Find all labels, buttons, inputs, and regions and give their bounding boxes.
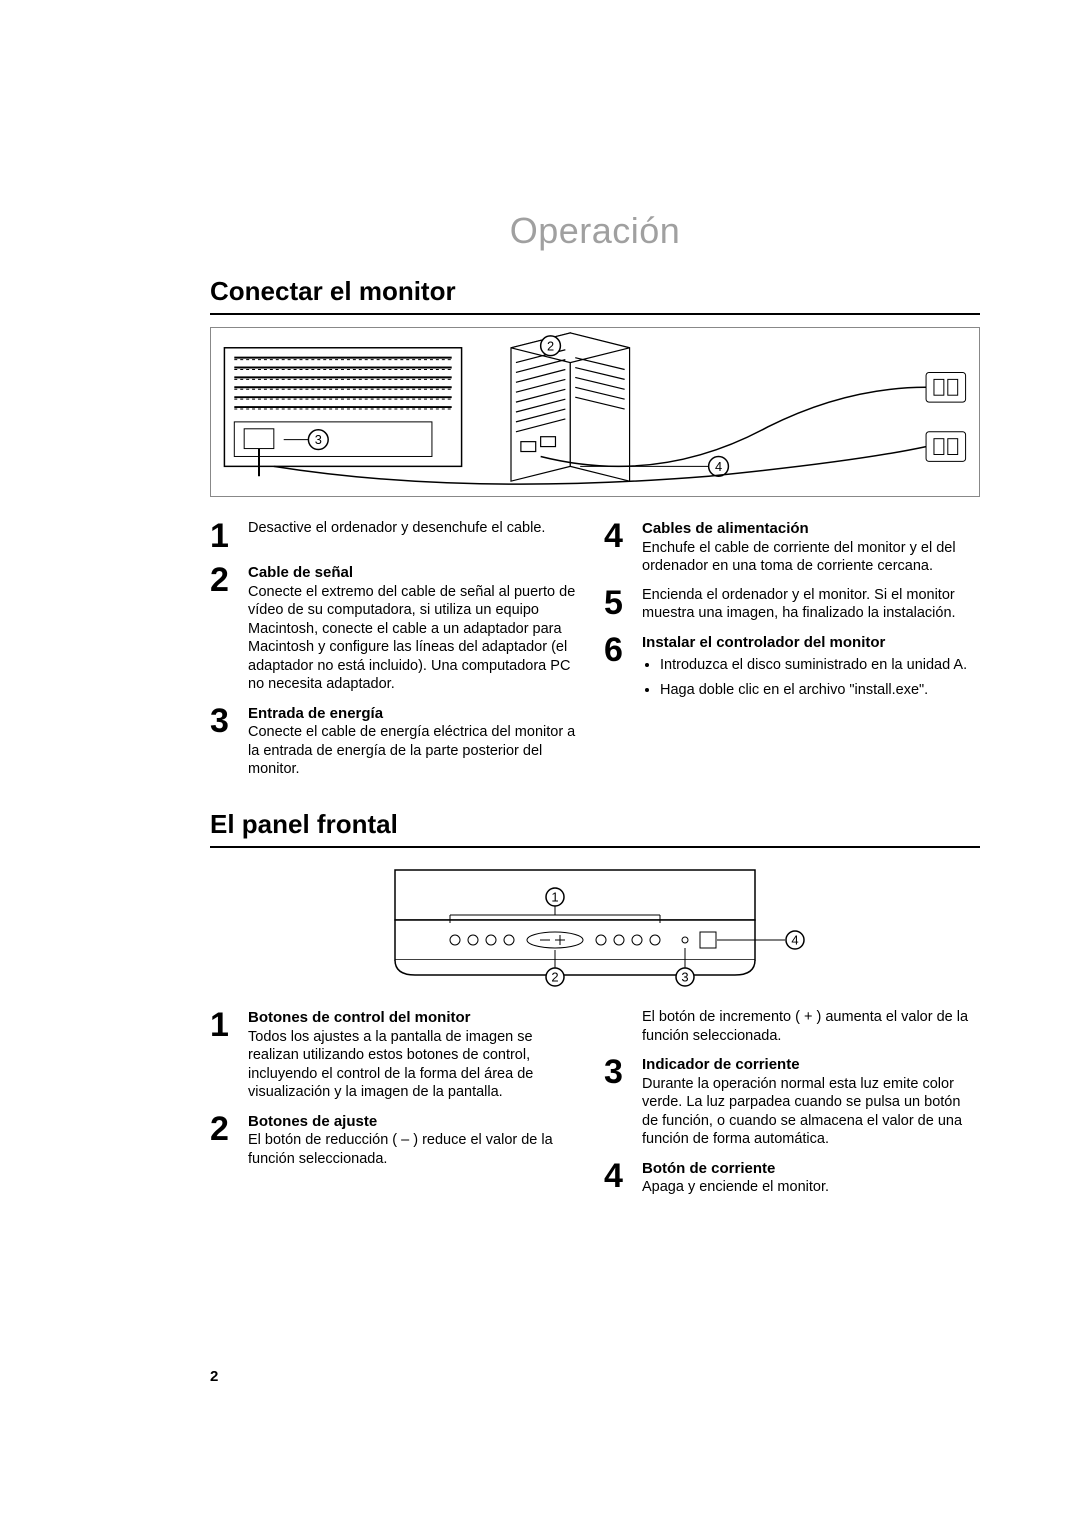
step-text: El botón de incremento ( + ) aumenta el …: [642, 1008, 980, 1045]
step-title: Botones de ajuste: [248, 1113, 377, 1130]
fp-item-1: 1 Botones de control del monitor Todos l…: [210, 1008, 586, 1102]
step-text: Durante la operación normal esta luz emi…: [642, 1076, 962, 1148]
rule: [210, 313, 980, 315]
fp-item-4: 4 Botón de corriente Apaga y enciende el…: [604, 1159, 980, 1197]
step-number: 3: [604, 1055, 632, 1149]
callout-4: 4: [715, 459, 722, 474]
section-title: Operación: [210, 210, 980, 252]
step-6: 6 Instalar el controlador del monitor In…: [604, 633, 980, 706]
step-number: 4: [604, 519, 632, 576]
fp-callout-4: 4: [791, 933, 798, 948]
step-2: 2 Cable de señal Conecte el extremo del …: [210, 563, 586, 694]
step-title: Cables de alimentación: [642, 520, 809, 537]
step-number: 1: [210, 519, 238, 553]
step-title: Instalar el controlador del monitor: [642, 634, 885, 651]
step-number: 2: [210, 563, 238, 694]
step-text: Enchufe el cable de corriente del monito…: [642, 540, 956, 575]
subsection-front-title: El panel frontal: [210, 809, 980, 840]
fp-item-3: 3 Indicador de corriente Durante la oper…: [604, 1055, 980, 1149]
step-title: Botón de corriente: [642, 1160, 775, 1177]
step-number: 2: [210, 1112, 238, 1169]
step-3: 3 Entrada de energía Conecte el cable de…: [210, 704, 586, 779]
step-text: Conecte el cable de energía eléctrica de…: [248, 724, 575, 777]
step-title: Cable de señal: [248, 564, 353, 581]
step-4: 4 Cables de alimentación Enchufe el cabl…: [604, 519, 980, 576]
step-bullet: Haga doble clic en el archivo "install.e…: [660, 681, 967, 700]
step-title: Entrada de energía: [248, 705, 383, 722]
fp-lead: 0 El botón de incremento ( + ) aumenta e…: [604, 1008, 980, 1045]
callout-3: 3: [315, 432, 322, 447]
step-title: Botones de control del monitor: [248, 1009, 471, 1026]
step-text: Desactive el ordenador y desenchufe el c…: [248, 519, 545, 553]
connection-diagram: 3: [210, 327, 980, 497]
step-1: 1 Desactive el ordenador y desenchufe el…: [210, 519, 586, 553]
callout-2: 2: [547, 338, 554, 353]
step-text: Encienda el ordenador y el monitor. Si e…: [642, 586, 980, 623]
step-number: 3: [210, 704, 238, 779]
step-title: Indicador de corriente: [642, 1056, 800, 1073]
step-text: Apaga y enciende el monitor.: [642, 1179, 829, 1195]
rule: [210, 846, 980, 848]
fp-callout-3: 3: [681, 970, 688, 985]
step-number: 5: [604, 586, 632, 623]
step-bullet: Introduzca el disco suministrado en la u…: [660, 656, 967, 675]
step-5: 5 Encienda el ordenador y el monitor. Si…: [604, 586, 980, 623]
step-number: 4: [604, 1159, 632, 1197]
fp-callout-1: 1: [551, 890, 558, 905]
step-text: Todos los ajustes a la pantalla de image…: [248, 1029, 533, 1101]
step-number: 6: [604, 633, 632, 706]
step-text: El botón de reducción ( – ) reduce el va…: [248, 1132, 553, 1167]
step-number: 1: [210, 1008, 238, 1102]
subsection-connect-title: Conectar el monitor: [210, 276, 980, 307]
front-panel-items: 1 Botones de control del monitor Todos l…: [210, 1008, 980, 1207]
fp-callout-2: 2: [551, 970, 558, 985]
connect-steps: 1 Desactive el ordenador y desenchufe el…: [210, 519, 980, 789]
front-panel-diagram: 1 2 3 4: [355, 860, 835, 990]
manual-page: Operación Conectar el monitor: [0, 0, 1080, 1267]
fp-item-2: 2 Botones de ajuste El botón de reducció…: [210, 1112, 586, 1169]
page-number: 2: [210, 1368, 218, 1385]
step-text: Conecte el extremo del cable de señal al…: [248, 584, 575, 693]
